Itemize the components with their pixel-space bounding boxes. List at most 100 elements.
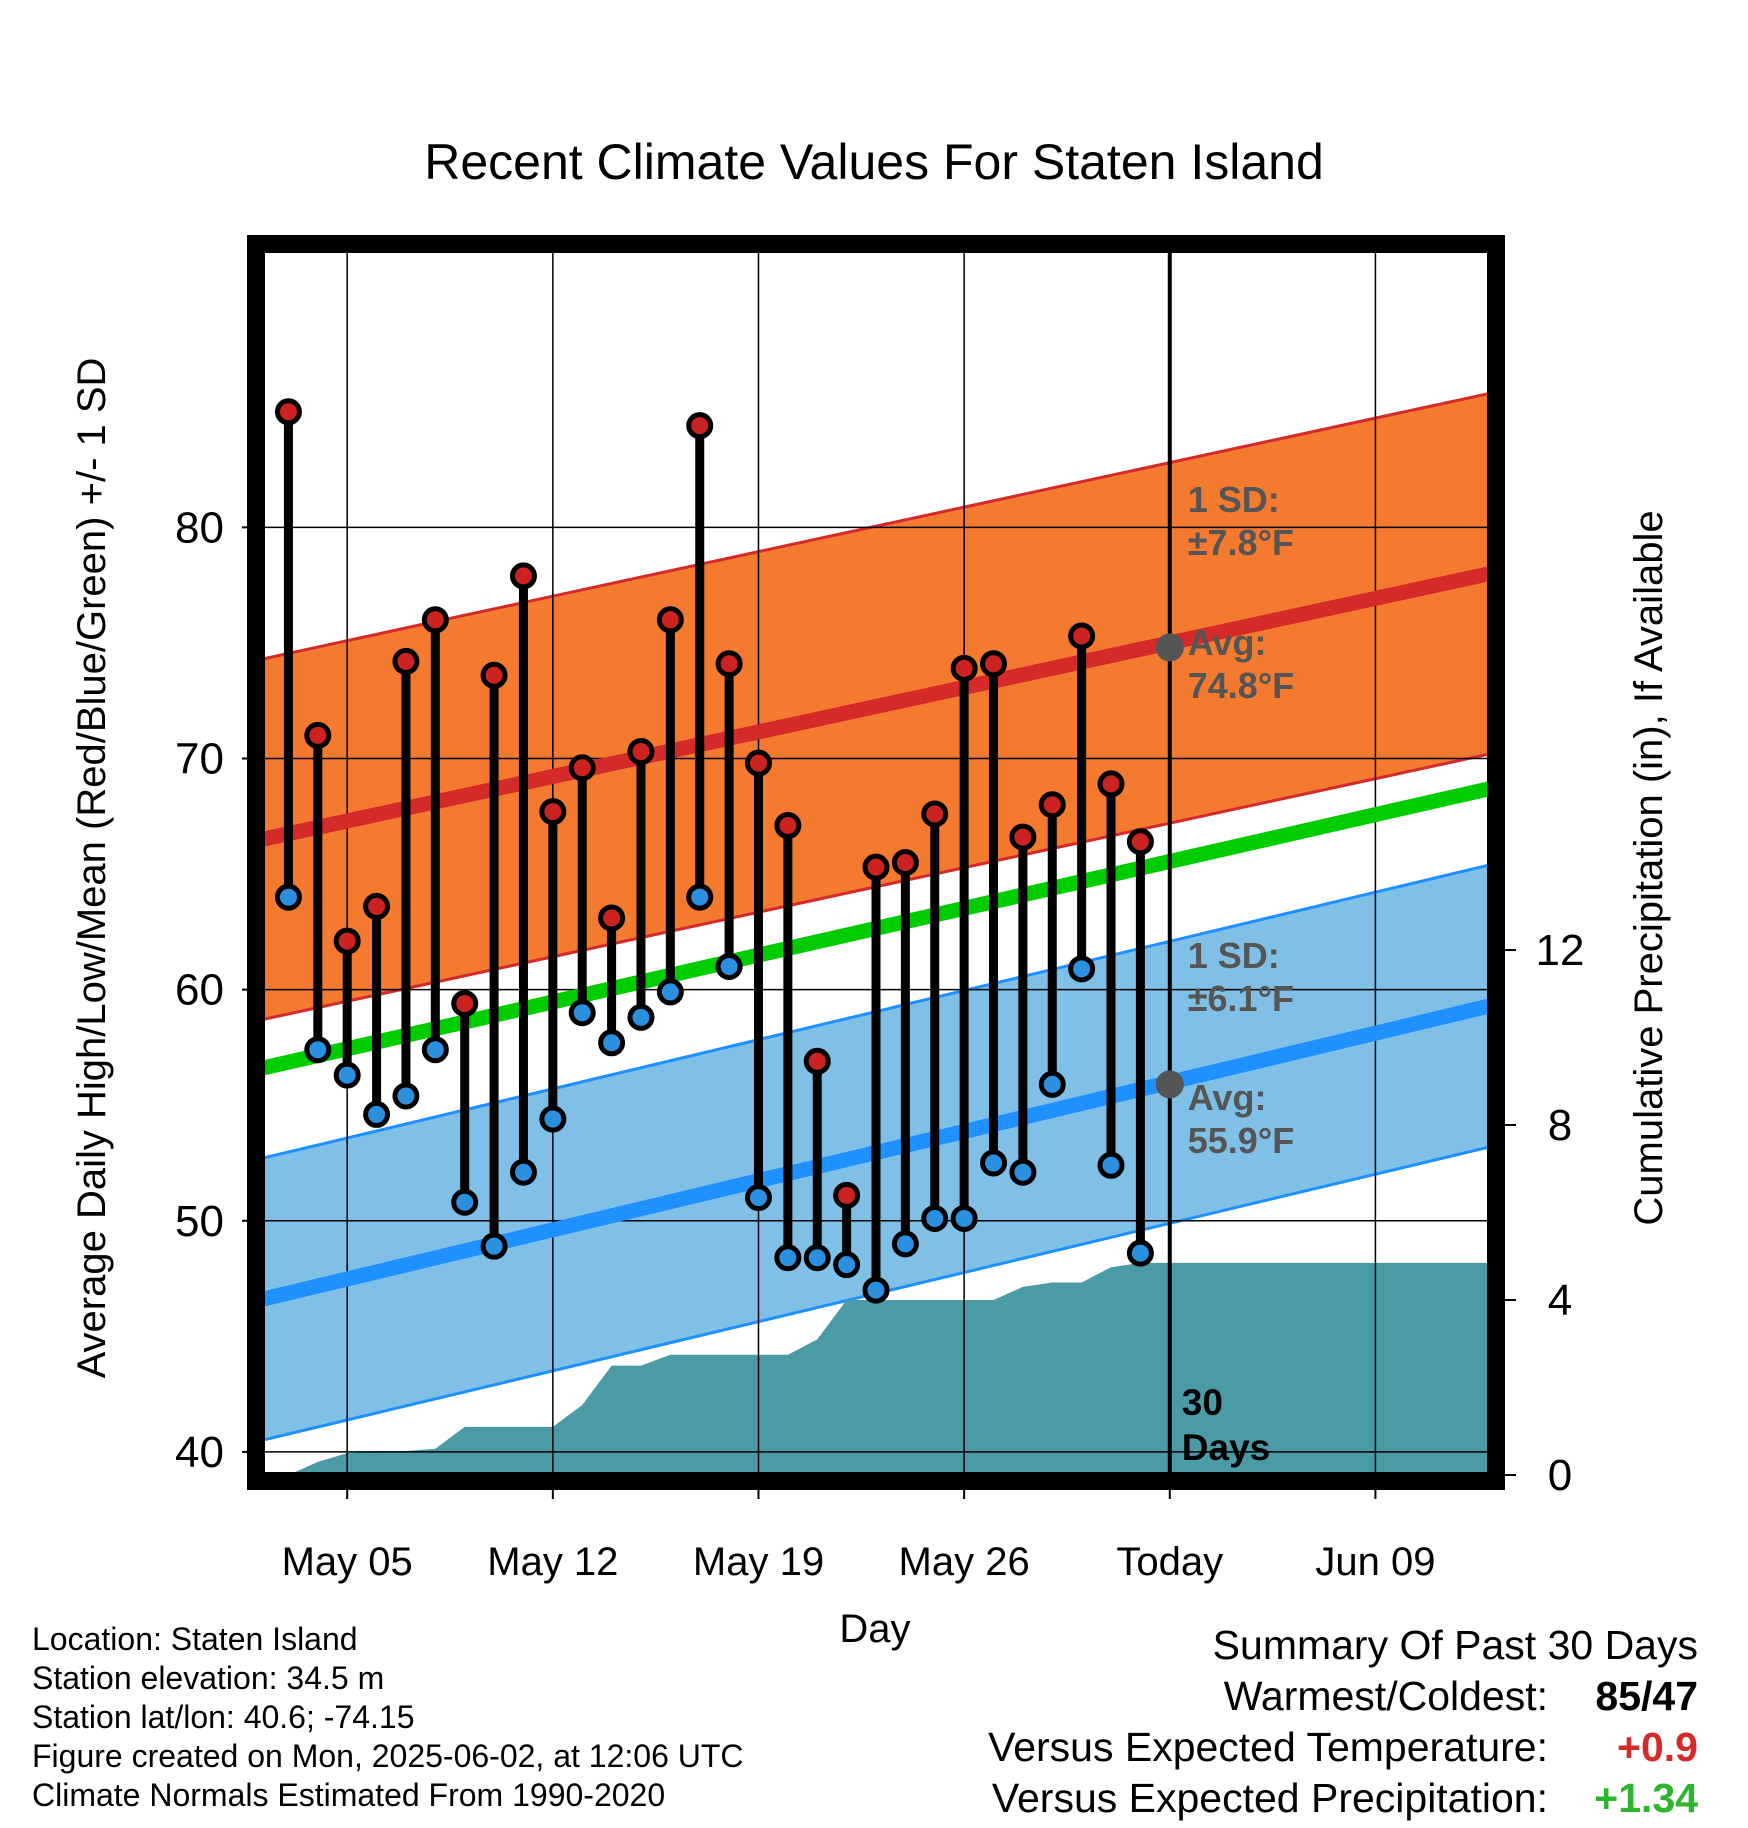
low-avg-value: 55.9°F bbox=[1188, 1120, 1294, 1161]
daily-high-point bbox=[715, 650, 743, 678]
precip-area bbox=[288, 1262, 1490, 1475]
daily-low-point bbox=[686, 883, 714, 911]
warm-cold-value: 85/47 bbox=[1595, 1673, 1698, 1719]
daily-high-point bbox=[744, 749, 772, 777]
today-high-avg-marker bbox=[1155, 633, 1184, 662]
daily-low-point bbox=[715, 953, 743, 981]
y-left-tick-label: 80 bbox=[175, 503, 224, 552]
station-info: Location: Staten Island Station elevatio… bbox=[32, 1620, 744, 1815]
daily-low-point bbox=[333, 1061, 361, 1089]
daily-high-point bbox=[980, 650, 1008, 678]
normal-high-line bbox=[262, 566, 1490, 847]
y-left-axis-title: Average Daily High/Low/Mean (Red/Blue/Gr… bbox=[70, 358, 114, 1379]
today-days-number: 30 bbox=[1182, 1382, 1223, 1423]
daily-high-point bbox=[862, 853, 890, 881]
daily-high-point bbox=[1009, 823, 1037, 851]
created-text: Figure created on Mon, 2025-06-02, at 12… bbox=[32, 1738, 744, 1774]
x-axis-title: Day bbox=[839, 1607, 910, 1651]
summary-heading: Summary Of Past 30 Days bbox=[1212, 1622, 1698, 1668]
high-avg-value: 74.8°F bbox=[1188, 665, 1294, 706]
daily-low-point bbox=[803, 1244, 831, 1272]
daily-high-point bbox=[509, 562, 537, 590]
daily-low-point bbox=[363, 1100, 391, 1128]
low-avg-label: Avg: bbox=[1188, 1077, 1267, 1118]
temp-anomaly-label: Versus Expected Temperature: bbox=[988, 1724, 1548, 1770]
daily-low-point bbox=[509, 1158, 537, 1186]
daily-low-point bbox=[921, 1204, 949, 1232]
precip-anomaly-value: +1.34 bbox=[1594, 1775, 1698, 1821]
low-sd-value: ±6.1°F bbox=[1188, 978, 1294, 1019]
daily-high-point bbox=[774, 812, 802, 840]
daily-high-point bbox=[833, 1181, 861, 1209]
daily-high-point bbox=[656, 606, 684, 634]
daily-low-point bbox=[480, 1232, 508, 1260]
daily-high-point bbox=[921, 800, 949, 828]
y-left-tick-label: 50 bbox=[175, 1197, 224, 1246]
summary-panel: Summary Of Past 30 Days Warmest/Coldest:… bbox=[988, 1620, 1698, 1824]
location-text: Location: Staten Island bbox=[32, 1621, 358, 1657]
high-avg-label: Avg: bbox=[1188, 622, 1267, 663]
daily-high-point bbox=[539, 798, 567, 826]
daily-low-point bbox=[1126, 1239, 1154, 1267]
y-right-tick-label: 12 bbox=[1536, 926, 1585, 975]
daily-low-point bbox=[1097, 1151, 1125, 1179]
plot-frame bbox=[247, 235, 1505, 1490]
daily-low-point bbox=[1068, 955, 1096, 983]
daily-low-point bbox=[1009, 1158, 1037, 1186]
daily-low-point bbox=[598, 1029, 626, 1057]
daily-high-point bbox=[598, 904, 626, 932]
x-tick-label: May 26 bbox=[899, 1540, 1030, 1584]
daily-low-point bbox=[744, 1184, 772, 1212]
daily-high-point bbox=[1126, 828, 1154, 856]
chart-title: Recent Climate Values For Staten Island bbox=[424, 134, 1324, 190]
daily-low-point bbox=[950, 1204, 978, 1232]
daily-high-point bbox=[950, 654, 978, 682]
daily-low-point bbox=[568, 999, 596, 1027]
x-tick-label: May 19 bbox=[693, 1540, 824, 1584]
daily-low-point bbox=[627, 1003, 655, 1031]
y-right-tick-label: 8 bbox=[1548, 1101, 1572, 1150]
daily-high-point bbox=[891, 849, 919, 876]
high-sd-label: 1 SD: bbox=[1188, 479, 1280, 520]
daily-low-point bbox=[862, 1276, 890, 1304]
high-sd-upper-edge bbox=[262, 391, 1490, 661]
daily-low-point bbox=[980, 1149, 1008, 1177]
daily-high-point bbox=[392, 647, 420, 675]
daily-low-point bbox=[656, 978, 684, 1006]
daily-high-point bbox=[1038, 791, 1066, 819]
daily-high-point bbox=[451, 989, 479, 1017]
daily-low-point bbox=[304, 1036, 332, 1064]
temp-anomaly-value: +0.9 bbox=[1617, 1724, 1698, 1770]
daily-low-point bbox=[891, 1230, 919, 1258]
latlon-text: Station lat/lon: 40.6; -74.15 bbox=[32, 1699, 415, 1735]
daily-high-point bbox=[274, 398, 302, 426]
daily-low-point bbox=[1038, 1070, 1066, 1098]
daily-high-point bbox=[1068, 622, 1096, 650]
y-right-tick-label: 4 bbox=[1548, 1276, 1572, 1325]
x-tick-label: May 12 bbox=[487, 1540, 618, 1584]
normals-text: Climate Normals Estimated From 1990-2020 bbox=[32, 1777, 666, 1813]
elevation-text: Station elevation: 34.5 m bbox=[32, 1660, 385, 1696]
high-sd-value: ±7.8°F bbox=[1188, 522, 1294, 563]
x-tick-label: Jun 09 bbox=[1315, 1540, 1435, 1584]
x-tick-label: Today bbox=[1116, 1540, 1223, 1584]
daily-low-point bbox=[421, 1036, 449, 1064]
y-right-tick-label: 0 bbox=[1548, 1451, 1572, 1500]
daily-high-point bbox=[304, 721, 332, 749]
x-tick-label: May 05 bbox=[282, 1540, 413, 1584]
daily-high-point bbox=[421, 606, 449, 634]
daily-high-point bbox=[568, 754, 596, 782]
warm-cold-label: Warmest/Coldest: bbox=[1223, 1673, 1548, 1719]
y-left-tick-label: 60 bbox=[175, 966, 224, 1015]
y-left-tick-label: 40 bbox=[175, 1428, 224, 1477]
daily-high-point bbox=[627, 738, 655, 766]
daily-high-point bbox=[333, 927, 361, 955]
precip-anomaly-label: Versus Expected Precipitation: bbox=[991, 1775, 1548, 1821]
y-left-tick-label: 70 bbox=[175, 734, 224, 783]
daily-low-point bbox=[539, 1105, 567, 1133]
daily-low-point bbox=[392, 1082, 420, 1110]
y-right-axis-title: Cumulative Precipitation (in), If Availa… bbox=[1627, 510, 1671, 1225]
daily-low-point bbox=[774, 1244, 802, 1272]
